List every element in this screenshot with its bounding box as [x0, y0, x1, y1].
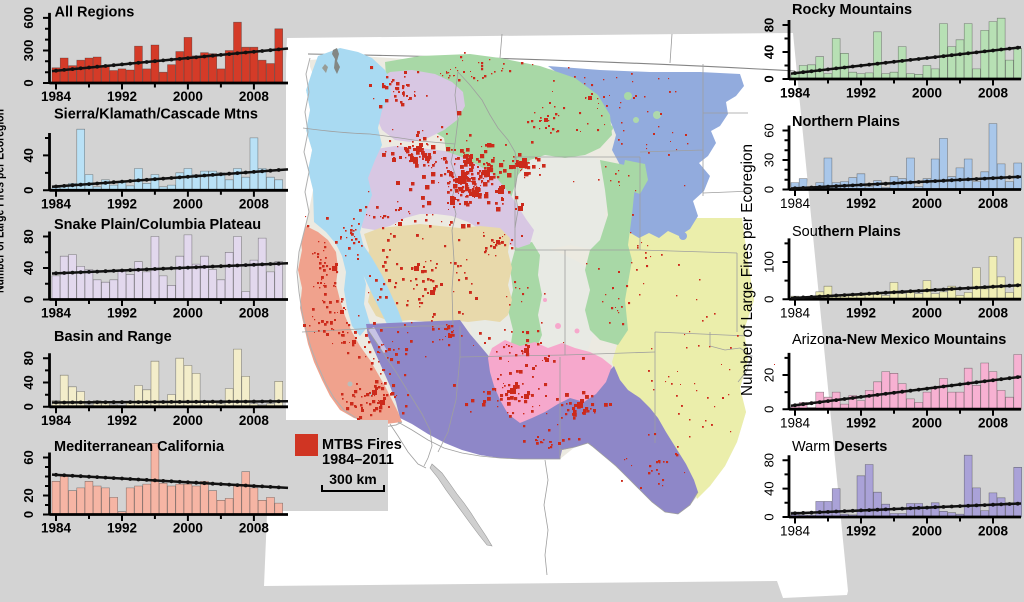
svg-text:Mediterranean California: Mediterranean California: [54, 439, 225, 455]
svg-text:1984: 1984: [780, 86, 811, 101]
svg-text:2008: 2008: [978, 306, 1009, 321]
svg-text:1992: 1992: [107, 196, 137, 211]
svg-text:1984: 1984: [41, 521, 72, 536]
svg-text:300: 300: [21, 40, 36, 62]
svg-text:2000: 2000: [173, 413, 203, 428]
svg-text:80: 80: [762, 453, 777, 467]
svg-text:0: 0: [21, 187, 36, 194]
svg-text:1984–2011: 1984–2011: [322, 452, 394, 468]
svg-text:Arizona-New Mexico Mountains: Arizona-New Mexico Mountains: [792, 332, 1006, 348]
svg-text:2008: 2008: [978, 86, 1009, 101]
svg-text:300 km: 300 km: [329, 471, 376, 487]
svg-text:Number of Large Fires per Ecor: Number of Large Fires per Ecoregion: [0, 109, 7, 293]
svg-text:1992: 1992: [107, 89, 137, 104]
svg-text:0: 0: [762, 186, 777, 193]
svg-text:0: 0: [21, 296, 36, 303]
svg-text:1992: 1992: [846, 196, 876, 211]
svg-text:2008: 2008: [239, 196, 270, 211]
svg-text:Warm Deserts: Warm Deserts: [792, 439, 887, 455]
svg-text:2000: 2000: [912, 306, 942, 321]
svg-text:2000: 2000: [173, 521, 203, 536]
svg-text:1992: 1992: [846, 524, 876, 539]
svg-text:1992: 1992: [107, 521, 137, 536]
svg-text:Southern Plains: Southern Plains: [792, 224, 901, 240]
svg-text:0: 0: [762, 296, 777, 303]
svg-text:2008: 2008: [239, 306, 270, 321]
svg-text:600: 600: [21, 7, 36, 29]
svg-text:0: 0: [762, 75, 777, 82]
svg-text:2008: 2008: [978, 416, 1009, 431]
svg-text:40: 40: [21, 375, 36, 389]
svg-text:40: 40: [21, 148, 36, 162]
svg-text:Sierra/Klamath/Cascade Mtns: Sierra/Klamath/Cascade Mtns: [54, 107, 258, 123]
svg-text:Northern Plains: Northern Plains: [792, 114, 900, 130]
svg-text:2000: 2000: [912, 86, 942, 101]
svg-text:2000: 2000: [173, 306, 203, 321]
svg-text:20: 20: [762, 368, 777, 382]
svg-text:80: 80: [21, 229, 36, 243]
svg-text:2008: 2008: [239, 89, 270, 104]
svg-text:1984: 1984: [41, 413, 72, 428]
svg-text:Rocky Mountains: Rocky Mountains: [792, 2, 912, 18]
svg-text:2000: 2000: [912, 524, 942, 539]
svg-text:1984: 1984: [780, 416, 811, 431]
svg-text:2000: 2000: [912, 416, 942, 431]
svg-text:60: 60: [762, 123, 777, 137]
svg-text:0: 0: [21, 403, 36, 410]
svg-text:100: 100: [762, 251, 777, 273]
svg-text:2000: 2000: [173, 89, 203, 104]
svg-text:1992: 1992: [846, 416, 876, 431]
svg-text:0: 0: [21, 79, 36, 86]
svg-text:20: 20: [21, 488, 36, 502]
svg-text:All Regions: All Regions: [55, 5, 135, 21]
svg-text:40: 40: [21, 261, 36, 275]
svg-text:1984: 1984: [780, 524, 811, 539]
svg-text:0: 0: [762, 406, 777, 413]
svg-text:Snake Plain/Columbia Plateau: Snake Plain/Columbia Plateau: [54, 217, 261, 233]
svg-text:2008: 2008: [239, 413, 270, 428]
svg-text:Number of Large Fires per Ecor: Number of Large Fires per Ecoregion: [739, 144, 756, 396]
svg-text:1984: 1984: [780, 196, 811, 211]
svg-text:1992: 1992: [846, 86, 876, 101]
svg-text:2000: 2000: [912, 196, 942, 211]
svg-text:0: 0: [762, 513, 777, 520]
svg-text:40: 40: [762, 45, 777, 59]
svg-text:1984: 1984: [41, 89, 72, 104]
svg-text:MTBS Fires: MTBS Fires: [322, 437, 402, 453]
svg-text:0: 0: [21, 511, 36, 518]
svg-text:40: 40: [762, 481, 777, 495]
svg-text:1992: 1992: [846, 306, 876, 321]
svg-text:1984: 1984: [780, 306, 811, 321]
svg-text:80: 80: [21, 351, 36, 365]
svg-text:60: 60: [21, 450, 36, 464]
svg-text:1992: 1992: [107, 413, 137, 428]
svg-text:2008: 2008: [978, 524, 1009, 539]
svg-text:30: 30: [762, 153, 777, 167]
svg-text:2000: 2000: [173, 196, 203, 211]
svg-text:2008: 2008: [978, 196, 1009, 211]
svg-text:1984: 1984: [41, 306, 72, 321]
svg-text:80: 80: [762, 18, 777, 32]
svg-text:2008: 2008: [239, 521, 270, 536]
svg-text:1984: 1984: [41, 196, 72, 211]
svg-text:1992: 1992: [107, 306, 137, 321]
svg-text:Basin and Range: Basin and Range: [54, 329, 172, 345]
